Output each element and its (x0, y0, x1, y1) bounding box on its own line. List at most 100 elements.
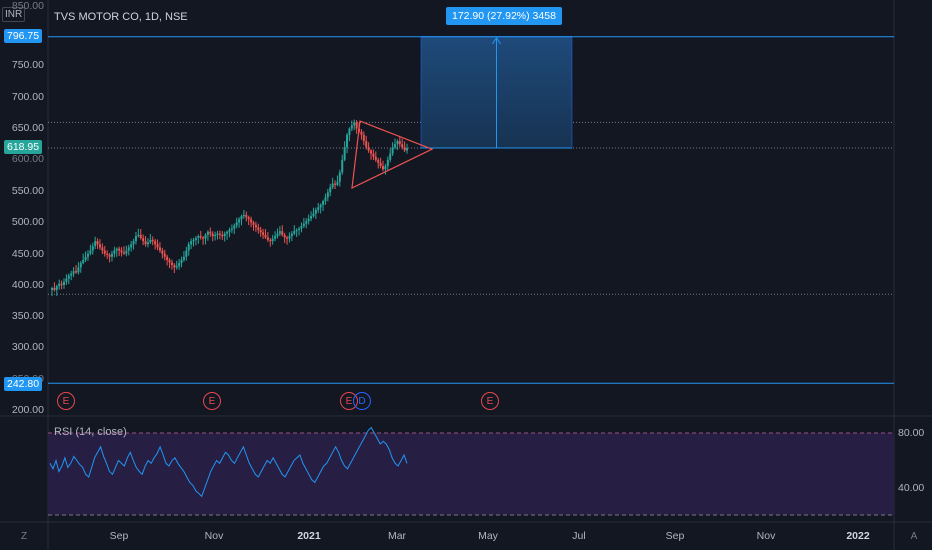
candle-body (70, 273, 73, 276)
candle-body (245, 214, 248, 218)
candle-body (166, 256, 169, 260)
candle-body (134, 236, 137, 242)
candle-body (322, 201, 325, 205)
candle-body (257, 227, 260, 230)
earnings-marker[interactable]: E (57, 392, 75, 410)
candle-body (379, 162, 382, 167)
candle-body (221, 234, 224, 237)
candle-body (331, 183, 334, 188)
candle-body (242, 214, 245, 217)
candle-body (295, 229, 298, 232)
candle-body (118, 248, 121, 251)
candle-body (89, 250, 92, 254)
candle-body (343, 147, 346, 160)
price-label: 500.00 (11, 216, 44, 228)
candle-body (372, 153, 375, 157)
candle-body (394, 144, 397, 148)
candle-body (190, 241, 193, 245)
candle-body (238, 219, 241, 223)
candle-body (91, 246, 94, 251)
price-label: 300.00 (11, 341, 44, 353)
candle-body (288, 236, 291, 239)
candle-body (151, 239, 154, 242)
candle-body (329, 187, 332, 193)
candle-body (86, 253, 89, 257)
candle-body (180, 259, 183, 264)
candle-body (106, 253, 109, 255)
candle-body (132, 241, 135, 245)
candle-body (84, 256, 87, 260)
candle-body (389, 153, 392, 160)
candle-body (149, 239, 152, 243)
candle-body (312, 213, 315, 217)
candle-body (77, 267, 80, 273)
price-label: 700.00 (11, 91, 44, 103)
candle-body (197, 236, 200, 239)
candle-body (336, 181, 339, 185)
candle-body (163, 253, 166, 257)
rsi-line (49, 426, 408, 498)
candle-body (139, 234, 142, 239)
triangle-pattern (351, 120, 434, 190)
candle-body (115, 248, 118, 251)
candle-body (259, 229, 262, 233)
candle-body (96, 241, 99, 245)
earnings-marker[interactable]: E (481, 392, 499, 410)
high-price-tag: 796.75 (4, 29, 43, 43)
projection-info-box: 172.90 (27.92%) 3458 (446, 7, 562, 25)
symbol-title: TVS MOTOR CO, 1D, NSE (54, 11, 188, 23)
candle-body (67, 275, 70, 279)
candle-body (127, 247, 130, 251)
candle-body (247, 217, 250, 220)
rsi-title: RSI (14, close) (54, 426, 127, 438)
candle-body (338, 172, 341, 182)
candle-body (79, 263, 82, 268)
candle-body (293, 231, 296, 234)
candle-body (386, 159, 389, 167)
candle-body (264, 234, 267, 238)
candle-body (252, 222, 255, 225)
candle-body (271, 238, 274, 242)
earnings-marker[interactable]: E (203, 392, 221, 410)
candle-body (317, 207, 320, 210)
candle-body (168, 259, 171, 263)
rsi-upper-level: 80.00 (898, 427, 925, 439)
price-label: 600.00 (11, 153, 44, 165)
candle-body (108, 254, 111, 257)
candle-body (305, 221, 308, 224)
current-price-tag: 618.95 (4, 140, 43, 154)
candle-body (146, 242, 149, 245)
zoom-toggle-icon[interactable]: Z (20, 531, 28, 542)
candle-body (65, 278, 68, 282)
candle-body (218, 233, 221, 235)
candle-body (182, 256, 185, 260)
candle-body (53, 288, 56, 290)
price-label: 350.00 (11, 310, 44, 322)
candle-body (192, 239, 195, 242)
candle-body (403, 147, 406, 151)
candle-body (199, 236, 202, 238)
candle-body (125, 250, 128, 254)
candle-body (98, 244, 101, 248)
time-label: May (478, 530, 498, 542)
candle-body (346, 134, 349, 148)
candle-body (110, 253, 113, 257)
candle-body (367, 147, 370, 151)
candle-body (278, 231, 281, 234)
low-price-tag: 242.80 (4, 377, 43, 391)
candle-body (185, 250, 188, 257)
projection-arrow-head (492, 36, 501, 45)
time-label: Nov (204, 530, 224, 542)
candle-body (355, 122, 358, 129)
candle-body (274, 236, 277, 239)
candle-body (266, 237, 269, 240)
candle-body (156, 244, 159, 248)
dividend-marker[interactable]: D (353, 392, 371, 410)
candle-body (206, 231, 209, 235)
auto-scale-icon[interactable]: A (910, 531, 918, 542)
candle-body (130, 244, 133, 248)
candle-body (391, 147, 394, 154)
candle-body (281, 231, 284, 235)
candle-body (334, 183, 337, 185)
